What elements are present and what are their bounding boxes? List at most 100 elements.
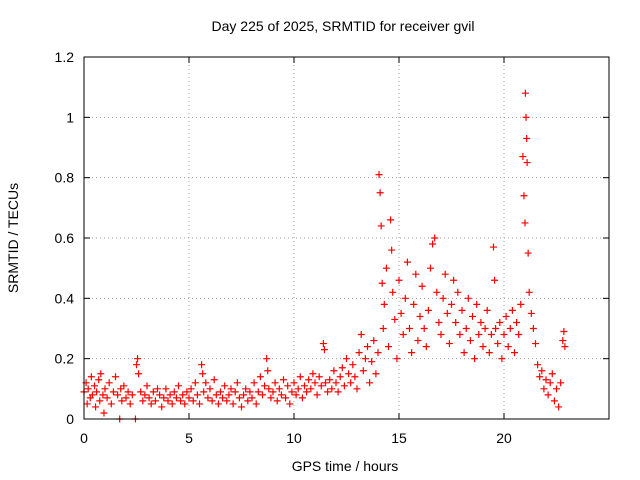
data-point (290, 379, 298, 387)
data-point (561, 343, 569, 351)
data-point (523, 159, 531, 167)
data-point (88, 391, 96, 399)
data-point (240, 391, 248, 399)
data-point (427, 264, 434, 272)
data-point (284, 382, 292, 390)
data-point (117, 385, 125, 393)
data-point (452, 318, 460, 326)
data-point (374, 349, 382, 357)
data-point (473, 300, 481, 308)
data-point (141, 391, 149, 399)
data-point (309, 370, 317, 378)
data-point (524, 249, 532, 257)
data-point (231, 388, 239, 396)
data-point (422, 343, 430, 351)
data-point (450, 276, 458, 284)
data-point (277, 391, 285, 399)
data-point (513, 318, 521, 326)
data-point (248, 394, 256, 402)
data-point (109, 388, 117, 396)
x-axis-label: GPS time / hours (292, 458, 399, 474)
data-point (475, 331, 483, 339)
data-point (555, 403, 563, 411)
data-point (353, 385, 361, 393)
data-point (151, 397, 159, 405)
data-point (124, 388, 132, 396)
data-point (166, 391, 174, 399)
data-point (412, 270, 420, 278)
data-point (387, 216, 395, 224)
data-point (315, 373, 323, 381)
data-point (217, 388, 224, 396)
data-point (416, 312, 424, 320)
data-point (377, 222, 385, 230)
data-point (379, 325, 387, 332)
data-point (164, 397, 172, 405)
data-point (521, 89, 529, 97)
data-point (548, 370, 556, 378)
data-point (359, 367, 367, 375)
data-point (481, 325, 489, 332)
data-point (199, 370, 207, 378)
data-point (408, 349, 416, 357)
data-point (145, 394, 153, 402)
data-point (210, 376, 218, 384)
data-point (502, 312, 510, 320)
data-point (204, 394, 212, 402)
data-point (439, 294, 447, 302)
data-point (87, 373, 95, 381)
data-point (212, 391, 220, 399)
data-point (282, 394, 290, 402)
data-point (500, 331, 508, 339)
data-point (338, 364, 346, 372)
data-point (382, 264, 390, 272)
data-point (357, 331, 365, 339)
data-point (517, 300, 525, 308)
data-point (448, 300, 455, 308)
data-point (445, 340, 453, 348)
data-point (133, 361, 140, 369)
y-tick-label: 1 (66, 109, 74, 125)
data-point (441, 270, 449, 278)
data-point (532, 340, 539, 348)
data-point (458, 306, 466, 314)
data-point (349, 361, 357, 369)
data-point (168, 400, 176, 408)
data-point (261, 382, 269, 390)
data-point (265, 385, 273, 393)
data-point (469, 312, 476, 320)
data-point (385, 343, 392, 351)
data-point (107, 400, 115, 408)
data-point (154, 385, 161, 393)
data-point (267, 394, 275, 402)
data-point (238, 403, 245, 411)
data-point (376, 189, 384, 197)
data-point (162, 385, 170, 393)
data-point (254, 388, 262, 396)
data-point (198, 361, 206, 369)
data-point (139, 397, 147, 405)
data-point (397, 309, 405, 317)
data-point (196, 400, 203, 408)
x-tick-label: 10 (286, 430, 302, 446)
data-point (345, 370, 353, 378)
data-point (225, 391, 233, 399)
data-point (233, 379, 241, 387)
data-point (156, 391, 164, 399)
data-point (179, 391, 187, 399)
data-point (271, 379, 279, 387)
grid-layer (84, 57, 609, 419)
data-point (471, 355, 479, 363)
data-point (263, 355, 271, 363)
data-point (490, 243, 497, 251)
data-point (83, 400, 91, 408)
y-tick-label: 0 (66, 411, 74, 427)
data-point (330, 367, 338, 375)
y-tick-label: 1.2 (55, 49, 75, 65)
data-point (406, 325, 413, 332)
data-point (294, 385, 302, 393)
data-point (95, 376, 103, 384)
data-point (126, 400, 134, 408)
